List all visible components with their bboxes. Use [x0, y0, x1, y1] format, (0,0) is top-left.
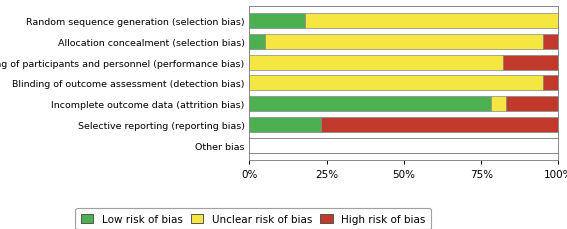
Bar [249, 138, 558, 153]
Bar [249, 35, 265, 49]
Bar [543, 76, 558, 91]
Bar [490, 97, 506, 112]
Bar [249, 76, 543, 91]
Bar [543, 35, 558, 49]
Bar [249, 14, 305, 29]
Bar [265, 35, 543, 49]
Legend: Low risk of bias, Unclear risk of bias, High risk of bias: Low risk of bias, Unclear risk of bias, … [75, 208, 431, 229]
Bar [503, 55, 558, 70]
Bar [249, 97, 490, 112]
Bar [249, 118, 320, 133]
Bar [506, 97, 558, 112]
Bar [249, 55, 503, 70]
Bar [305, 14, 558, 29]
Bar [320, 118, 558, 133]
